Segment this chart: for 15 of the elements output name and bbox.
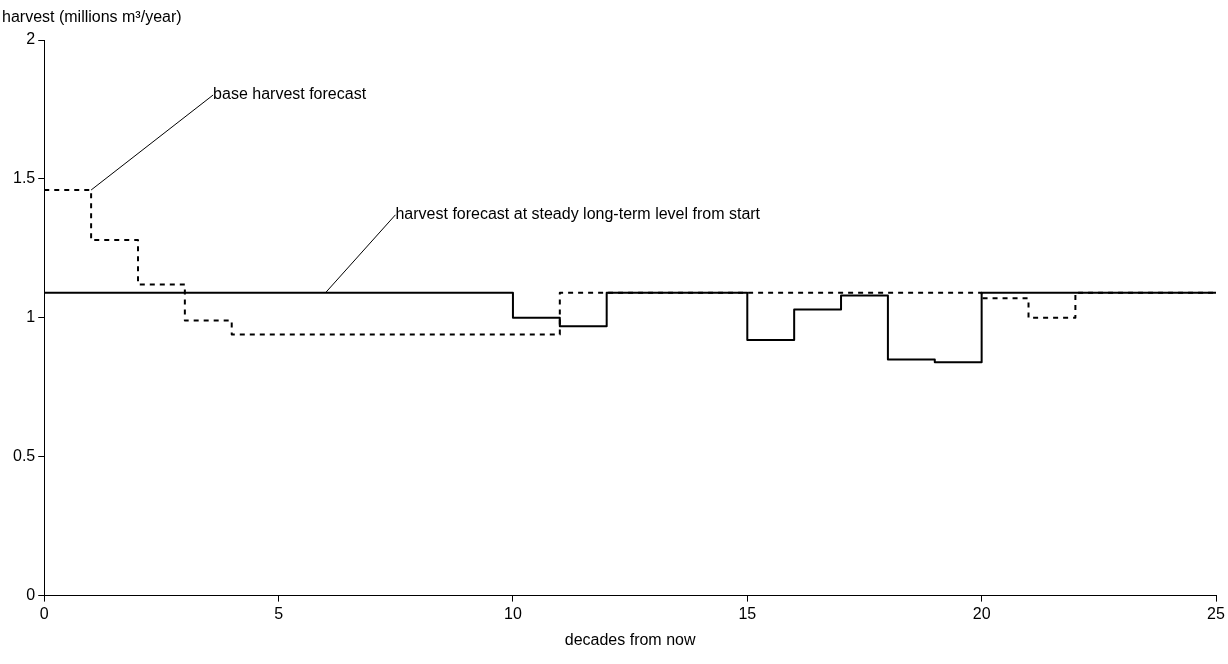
y-tick-label: 0.5 <box>12 447 36 465</box>
annotation: base harvest forecast <box>213 85 367 103</box>
x-tick-label: 15 <box>738 604 757 622</box>
x-tick-label: 0 <box>39 604 49 622</box>
y-tick-label: 1.5 <box>12 169 36 187</box>
x-tick-label: 10 <box>504 604 522 622</box>
x-tick-label: 5 <box>274 604 284 622</box>
y-tick-label: 1 <box>26 308 36 326</box>
x-tick-label: 20 <box>972 604 991 622</box>
y-axis-title: harvest (millions m³/year) <box>2 8 182 26</box>
x-tick-label: 25 <box>1207 604 1225 622</box>
y-tick-label: 2 <box>26 30 36 48</box>
y-tick-label: 0 <box>26 586 36 604</box>
annotation: harvest forecast at steady long-term level from start <box>395 205 761 223</box>
x-axis-title: decades from now <box>564 630 696 648</box>
